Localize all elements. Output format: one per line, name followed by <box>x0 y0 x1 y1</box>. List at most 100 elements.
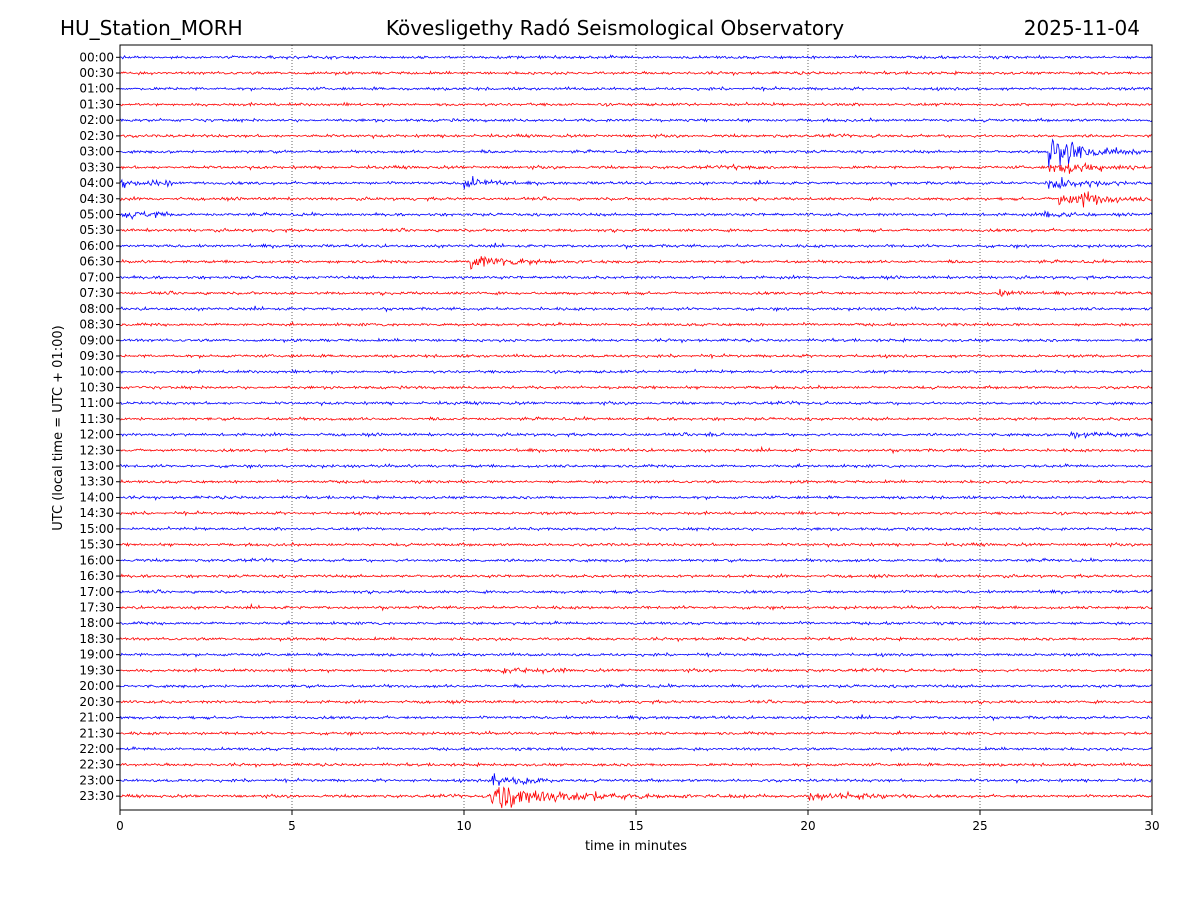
y-tick-label-0230: 02:30 <box>79 129 114 143</box>
y-tick-label-2130: 21:30 <box>79 726 114 740</box>
trace-1500 <box>120 525 1152 532</box>
y-tick-label-1100: 11:00 <box>79 396 114 410</box>
y-tick-label-1630: 16:30 <box>79 569 114 583</box>
y-tick-label-1330: 13:30 <box>79 475 114 489</box>
y-tick-label-0430: 04:30 <box>79 192 114 206</box>
x-axis-label: time in minutes <box>585 839 687 854</box>
trace-1430 <box>120 510 1152 517</box>
trace-1730 <box>120 602 1152 612</box>
y-tick-label-0830: 08:30 <box>79 318 114 332</box>
trace-1900 <box>120 651 1152 658</box>
y-tick-label-0900: 09:00 <box>79 333 114 347</box>
y-axis-label: UTC (local time = UTC + 01:00) <box>51 325 66 530</box>
trace-1830 <box>120 636 1152 643</box>
y-tick-label-1700: 17:00 <box>79 585 114 599</box>
trace-2100 <box>120 714 1152 722</box>
y-tick-label-2100: 21:00 <box>79 711 114 725</box>
trace-0830 <box>120 321 1152 328</box>
trace-2130 <box>120 729 1152 737</box>
date-label: 2025-11-04 <box>1024 16 1140 40</box>
y-tick-label-2230: 22:30 <box>79 758 114 772</box>
y-tick-label-1300: 13:00 <box>79 459 114 473</box>
y-tick-label-0530: 05:30 <box>79 223 114 237</box>
y-tick-label-0000: 00:00 <box>79 50 114 64</box>
trace-2000 <box>120 682 1152 689</box>
y-tick-label-0600: 06:00 <box>79 239 114 253</box>
trace-0630 <box>120 255 1152 270</box>
trace-1600 <box>120 557 1152 564</box>
trace-2200 <box>120 746 1152 752</box>
seismic-traces <box>120 54 1152 809</box>
grid-lines <box>291 45 981 810</box>
trace-0730 <box>120 288 1152 298</box>
y-tick-label-1230: 12:30 <box>79 443 114 457</box>
x-tick-label: 10 <box>456 819 471 833</box>
trace-1230 <box>120 445 1152 455</box>
y-tick-label-0930: 09:30 <box>79 349 114 363</box>
y-tick-label-1430: 14:30 <box>79 506 114 520</box>
trace-0230 <box>120 132 1152 140</box>
observatory-title: Kövesligethy Radó Seismological Observat… <box>386 16 844 40</box>
y-tick-label-2200: 22:00 <box>79 742 114 756</box>
y-tick-label-0200: 02:00 <box>79 113 114 127</box>
y-tick-label-0730: 07:30 <box>79 286 114 300</box>
trace-0030 <box>120 70 1152 77</box>
trace-1400 <box>120 494 1152 501</box>
y-tick-label-0500: 05:00 <box>79 208 114 222</box>
y-tick-label-1530: 15:30 <box>79 538 114 552</box>
trace-0430 <box>120 191 1152 208</box>
trace-0900 <box>120 337 1152 344</box>
trace-2230 <box>120 761 1152 768</box>
y-tick-label-2000: 20:00 <box>79 679 114 693</box>
trace-0300 <box>120 138 1152 168</box>
trace-0200 <box>120 117 1152 124</box>
y-tick-label-0330: 03:30 <box>79 160 114 174</box>
y-tick-label-2300: 23:00 <box>79 773 114 787</box>
y-tick-label-1400: 14:00 <box>79 490 114 504</box>
y-tick-label-0130: 01:30 <box>79 97 114 111</box>
trace-2300 <box>120 773 1152 786</box>
trace-1300 <box>120 462 1152 470</box>
y-tick-label-0400: 04:00 <box>79 176 114 190</box>
trace-1100 <box>120 400 1152 407</box>
y-tick-label-2030: 20:30 <box>79 695 114 709</box>
trace-0700 <box>120 274 1152 281</box>
y-tick-label-2330: 23:30 <box>79 789 114 803</box>
trace-0400 <box>120 175 1152 190</box>
x-tick-label: 30 <box>1144 819 1159 833</box>
trace-0500 <box>120 210 1152 221</box>
y-tick-label-1800: 18:00 <box>79 616 114 630</box>
trace-0530 <box>120 227 1152 234</box>
trace-1530 <box>120 541 1152 548</box>
trace-1630 <box>120 573 1152 580</box>
y-tick-label-1930: 19:30 <box>79 663 114 677</box>
x-tick-label: 25 <box>972 819 987 833</box>
trace-0330 <box>120 161 1152 174</box>
trace-0930 <box>120 352 1152 360</box>
trace-0600 <box>120 242 1152 250</box>
x-axis-ticks: 0 5 10 15 20 25 30 <box>116 810 1160 833</box>
trace-1700 <box>120 588 1152 595</box>
trace-2330 <box>120 786 1152 809</box>
trace-0000 <box>120 54 1152 61</box>
station-name: HU_Station_MORH <box>60 16 243 40</box>
y-tick-label-1000: 10:00 <box>79 365 114 379</box>
y-tick-label-1900: 19:00 <box>79 648 114 662</box>
y-tick-label-1830: 18:30 <box>79 632 114 646</box>
x-tick-label: 5 <box>288 819 296 833</box>
trace-0130 <box>120 101 1152 108</box>
trace-1930 <box>120 667 1152 675</box>
y-tick-label-1200: 12:00 <box>79 428 114 442</box>
y-tick-label-1600: 16:00 <box>79 553 114 567</box>
trace-1130 <box>120 415 1152 422</box>
trace-2030 <box>120 698 1152 705</box>
y-tick-label-1130: 11:30 <box>79 412 114 426</box>
y-tick-label-1730: 17:30 <box>79 601 114 615</box>
y-tick-label-0630: 06:30 <box>79 255 114 269</box>
trace-1200 <box>120 430 1152 440</box>
trace-0100 <box>120 85 1152 93</box>
y-tick-label-1500: 15:00 <box>79 522 114 536</box>
y-tick-label-0100: 01:00 <box>79 82 114 96</box>
